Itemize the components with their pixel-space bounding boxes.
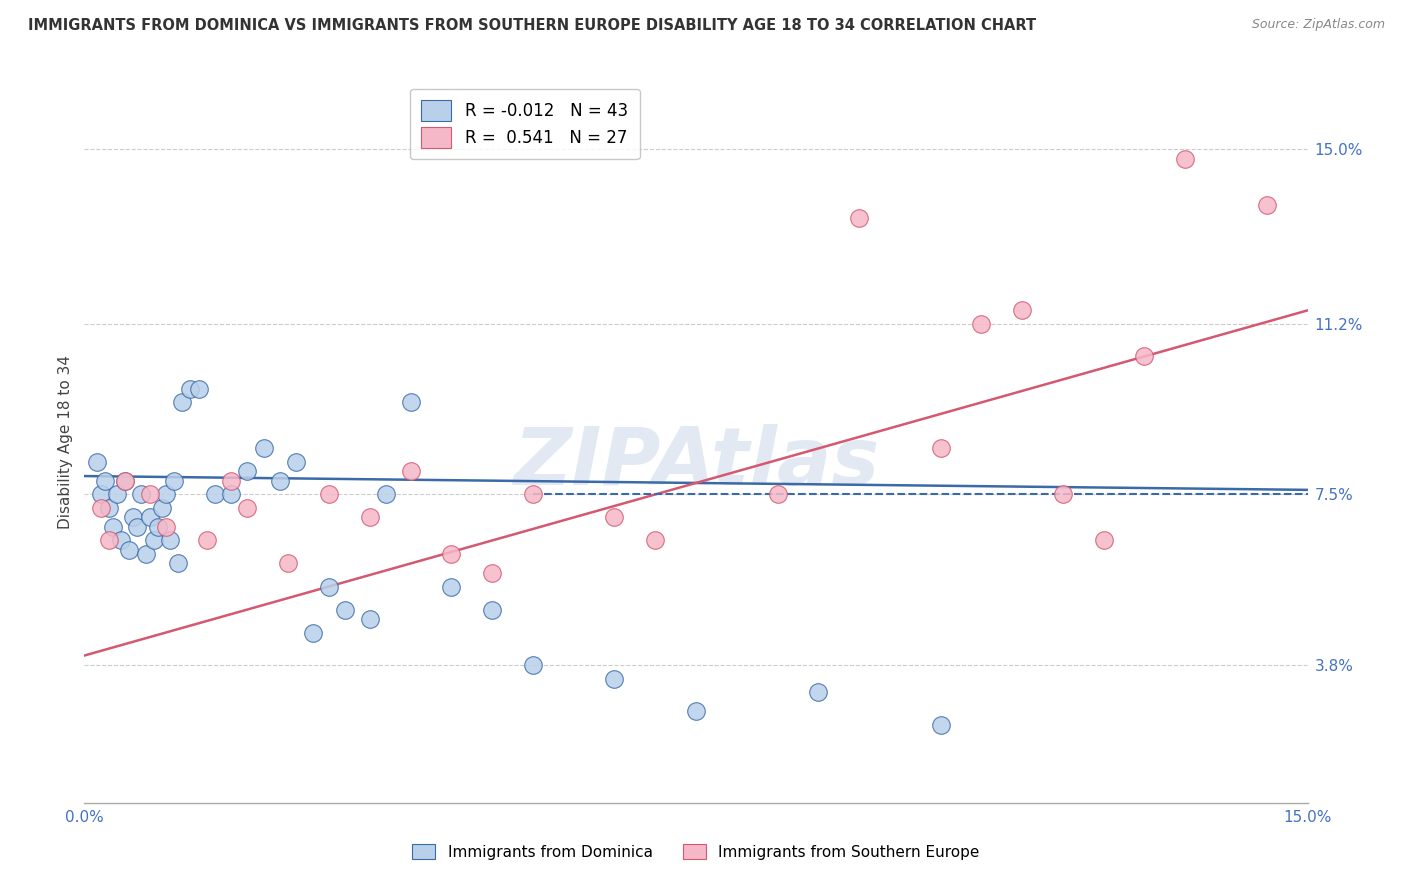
Point (375, 487, 398, 501)
Point (138, 487, 160, 501)
Point (644, 533, 666, 548)
Point (522, 487, 544, 501)
Point (155, 487, 177, 501)
Point (335, 602, 357, 616)
Point (970, 317, 993, 331)
Point (155, 519, 177, 533)
Point (93, 474, 115, 488)
Text: IMMIGRANTS FROM DOMINICA VS IMMIGRANTS FROM SOUTHERN EUROPE DISABILITY AGE 18 TO: IMMIGRANTS FROM DOMINICA VS IMMIGRANTS F… (28, 18, 1036, 33)
Point (118, 542, 141, 557)
Point (253, 442, 276, 456)
Point (150, 501, 173, 516)
Point (97, 533, 120, 548)
Point (86, 455, 108, 469)
Point (481, 602, 503, 616)
Point (1174, 152, 1197, 166)
Point (301, 625, 323, 640)
Point (440, 580, 463, 594)
Point (110, 533, 132, 548)
Point (440, 547, 463, 561)
Point (1133, 350, 1156, 364)
Point (522, 657, 544, 672)
Point (318, 487, 340, 501)
Point (236, 465, 259, 479)
Point (1092, 533, 1115, 548)
Point (929, 717, 952, 731)
Point (269, 474, 291, 488)
Legend: Immigrants from Dominica, Immigrants from Southern Europe: Immigrants from Dominica, Immigrants fro… (405, 836, 987, 867)
Point (359, 612, 381, 626)
Text: ZIPAtlas: ZIPAtlas (513, 425, 879, 502)
Point (97, 501, 120, 516)
Point (146, 519, 169, 533)
Point (1011, 303, 1033, 318)
Point (603, 510, 626, 524)
Point (105, 487, 128, 501)
Point (90, 487, 112, 501)
Point (848, 211, 870, 226)
Point (285, 455, 308, 469)
Point (114, 474, 136, 488)
Point (1052, 487, 1074, 501)
Point (101, 519, 124, 533)
Point (929, 442, 952, 456)
Point (142, 533, 165, 548)
Point (122, 510, 145, 524)
Point (131, 487, 153, 501)
Point (163, 474, 186, 488)
Point (219, 474, 242, 488)
Point (236, 501, 259, 516)
Point (135, 547, 157, 561)
Y-axis label: Disability Age 18 to 34: Disability Age 18 to 34 (58, 354, 73, 529)
Point (1256, 197, 1278, 211)
Point (90, 501, 112, 516)
Point (359, 510, 381, 524)
Point (603, 672, 626, 686)
Point (277, 557, 299, 571)
Point (318, 580, 340, 594)
Point (172, 395, 194, 409)
Point (204, 487, 226, 501)
Point (159, 533, 181, 548)
Point (167, 557, 190, 571)
Point (138, 510, 160, 524)
Point (179, 382, 201, 396)
Point (219, 487, 242, 501)
Point (195, 533, 218, 548)
Point (127, 519, 149, 533)
Point (187, 382, 209, 396)
Point (807, 685, 830, 699)
Point (399, 465, 422, 479)
Point (114, 474, 136, 488)
Point (481, 566, 503, 580)
Point (399, 395, 422, 409)
Text: Source: ZipAtlas.com: Source: ZipAtlas.com (1251, 18, 1385, 31)
Point (685, 704, 707, 718)
Point (766, 487, 789, 501)
